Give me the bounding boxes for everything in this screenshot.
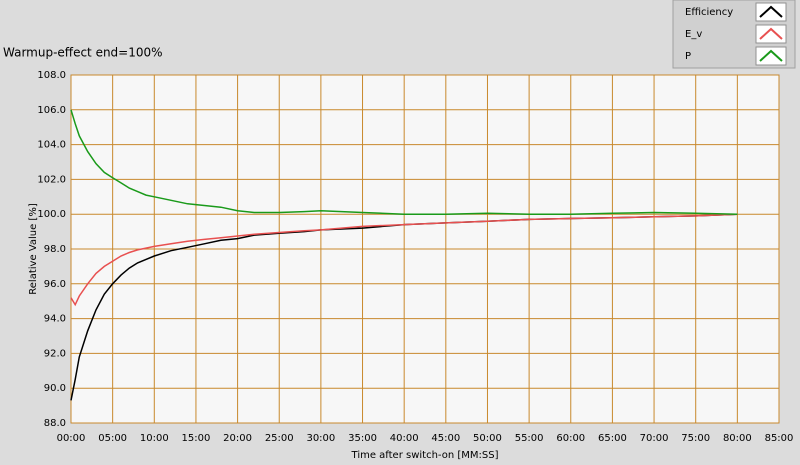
x-axis-label: Time after switch-on [MM:SS]: [351, 450, 499, 461]
chart-title: Warmup-effect end=100%: [3, 46, 163, 60]
x-tick-label: 50:00: [473, 433, 502, 444]
x-tick-label: 15:00: [182, 433, 211, 444]
legend-swatch-box: [755, 2, 787, 22]
legend-swatch: [759, 27, 783, 40]
x-tick-label: 20:00: [223, 433, 252, 444]
x-tick-label: 05:00: [98, 433, 127, 444]
x-tick-label: 00:00: [57, 433, 86, 444]
x-tick-label: 30:00: [306, 433, 335, 444]
legend-label: E_v: [685, 29, 702, 40]
y-tick-label: 104.0: [37, 140, 66, 151]
x-tick-label: 70:00: [640, 433, 669, 444]
x-tick-label: 40:00: [390, 433, 419, 444]
y-tick-label: 88.0: [44, 418, 66, 429]
y-tick-label: 90.0: [44, 383, 66, 394]
x-tick-label: 65:00: [598, 433, 627, 444]
legend-swatch-box: [755, 46, 787, 66]
y-axis-label: Relative Value [%]: [28, 203, 39, 295]
series-line: [70, 213, 738, 307]
legend-label: Efficiency: [685, 7, 733, 18]
y-tick-label: 100.0: [37, 209, 66, 220]
x-tick-label: 25:00: [265, 433, 294, 444]
y-tick-label: 92.0: [44, 348, 66, 359]
x-tick-label: 45:00: [431, 433, 460, 444]
legend-swatch: [759, 5, 783, 18]
x-tick-label: 55:00: [515, 433, 544, 444]
y-tick-label: 94.0: [44, 314, 66, 325]
y-tick-label: 108.0: [37, 70, 66, 81]
x-tick-label: 80:00: [723, 433, 752, 444]
x-tick-label: 10:00: [140, 433, 169, 444]
x-tick-label: 35:00: [348, 433, 377, 444]
legend-swatch-box: [755, 24, 787, 44]
y-tick-label: 102.0: [37, 174, 66, 185]
series-line: [70, 109, 738, 215]
y-tick-label: 98.0: [44, 244, 66, 255]
legend-label: P: [685, 51, 691, 62]
legend-swatch: [759, 49, 783, 62]
y-tick-label: 96.0: [44, 279, 66, 290]
x-tick-label: 75:00: [681, 433, 710, 444]
x-tick-label: 60:00: [556, 433, 585, 444]
x-tick-label: 85:00: [765, 433, 794, 444]
y-tick-label: 106.0: [37, 105, 66, 116]
